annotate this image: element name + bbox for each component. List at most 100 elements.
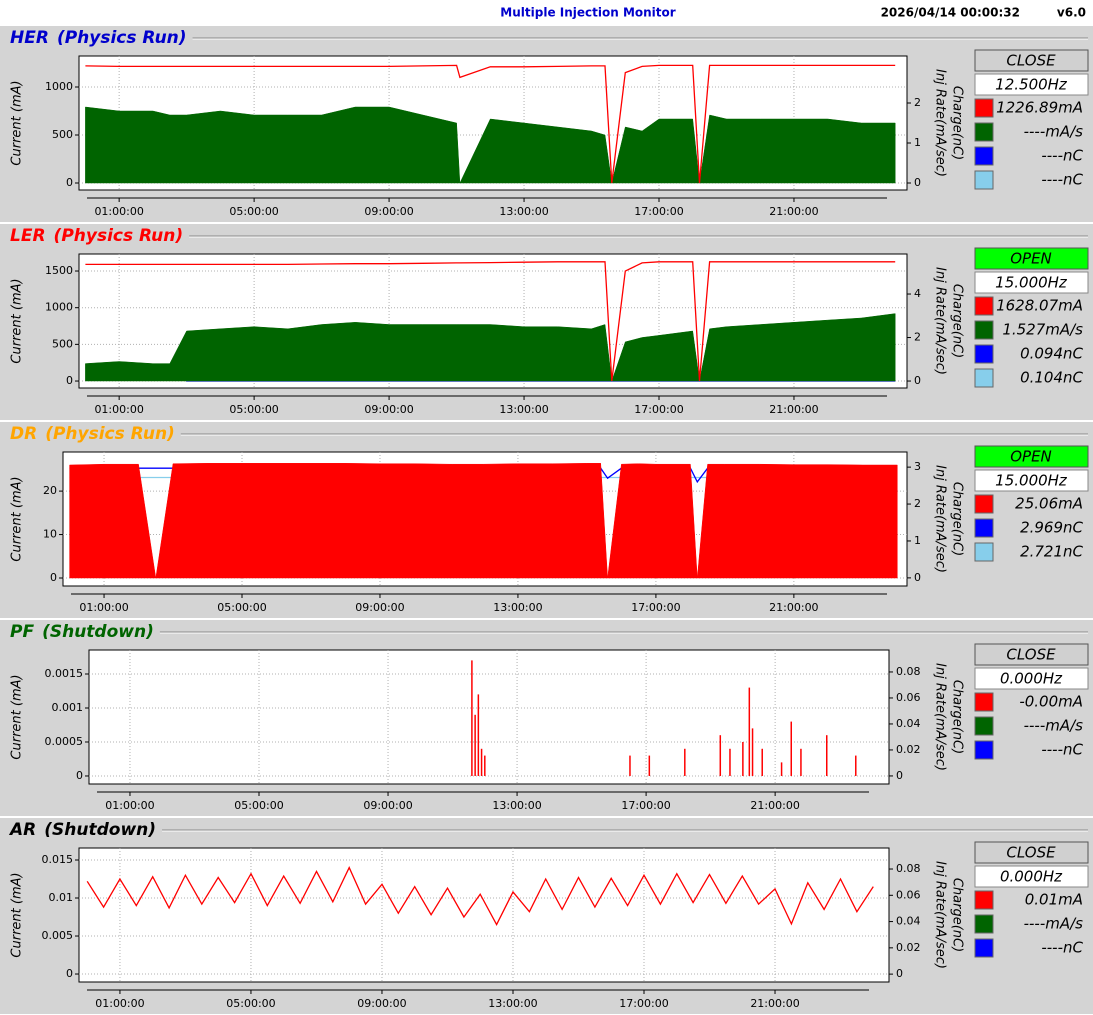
frequency-text: 15.000Hz — [995, 472, 1068, 490]
y2-tick-label: 1 — [914, 534, 921, 547]
legend-swatch — [974, 542, 994, 562]
legend-swatch — [974, 296, 994, 316]
y2-tick-label: 0 — [896, 769, 903, 782]
legend-label: 1.527mA/s — [1002, 321, 1083, 339]
legend-swatch — [974, 914, 994, 934]
legend-swatch — [974, 494, 994, 514]
series-area — [85, 106, 896, 184]
panel-subtitle: (Shutdown) — [42, 622, 154, 642]
x-tick-label: 17:00:00 — [631, 601, 680, 614]
x-tick-label: 13:00:00 — [499, 403, 548, 416]
y-axis-title: Current (mA) — [10, 80, 25, 165]
frequency-box — [974, 73, 1089, 96]
x-tick-label: 09:00:00 — [363, 799, 412, 812]
frequency-text: 15.000Hz — [995, 274, 1068, 292]
status-button[interactable] — [974, 643, 1089, 666]
y2-axis-title: Charge(nC) — [950, 878, 965, 952]
x-tick-label: 17:00:00 — [619, 997, 668, 1010]
panel-title: LER — [10, 226, 46, 246]
x-tick-label: 21:00:00 — [769, 601, 818, 614]
series-area — [85, 313, 896, 382]
y2-axis-title: Inj Rate(mA/sec) — [933, 663, 948, 771]
y2-tick-label: 3 — [914, 460, 921, 473]
header-bar — [0, 0, 1093, 26]
plot-area — [78, 847, 890, 983]
legend-swatch — [974, 344, 994, 364]
x-tick-label: 21:00:00 — [750, 997, 799, 1010]
y-tick-label: 0 — [50, 571, 57, 584]
status-button[interactable] — [974, 445, 1089, 468]
y2-axis-title: Charge(nC) — [950, 482, 965, 556]
status-button[interactable] — [974, 49, 1089, 72]
y-tick-label: 0 — [66, 374, 73, 387]
frequency-box — [974, 865, 1089, 888]
x-tick-label: 01:00:00 — [94, 205, 143, 218]
x-tick-label: 01:00:00 — [105, 799, 154, 812]
y2-axis-title: Inj Rate(mA/sec) — [933, 267, 948, 375]
status-text[interactable]: CLOSE — [1006, 844, 1056, 862]
x-tick-label: 09:00:00 — [357, 997, 406, 1010]
status-text[interactable]: CLOSE — [1006, 646, 1056, 664]
x-tick-label: 13:00:00 — [488, 997, 537, 1010]
y2-tick-label: 0.04 — [896, 915, 921, 928]
y2-tick-label: 2 — [914, 497, 921, 510]
frequency-text: 0.000Hz — [1000, 868, 1063, 886]
x-tick-label: 21:00:00 — [750, 799, 799, 812]
x-tick-label: 17:00:00 — [634, 403, 683, 416]
header-timestamp: 2026/04/14 00:00:32 — [881, 6, 1020, 20]
y-tick-label: 0.01 — [49, 891, 74, 904]
panel-title: DR — [10, 424, 37, 444]
panel-subtitle: (Shutdown) — [44, 820, 156, 840]
legend-swatch — [974, 692, 994, 712]
x-tick-label: 01:00:00 — [94, 403, 143, 416]
y-tick-label: 0 — [66, 967, 73, 980]
legend-label: 25.06mA — [1015, 495, 1083, 513]
y-tick-label: 1500 — [45, 264, 73, 277]
y-tick-label: 20 — [43, 484, 57, 497]
y2-axis-title: Charge(nC) — [950, 86, 965, 160]
frequency-text: 12.500Hz — [995, 76, 1068, 94]
legend-label: 2.721nC — [1020, 543, 1083, 561]
status-text[interactable]: OPEN — [1010, 250, 1052, 268]
legend-swatch — [974, 890, 994, 910]
y2-tick-label: 0.04 — [896, 717, 921, 730]
y2-tick-label: 4 — [914, 287, 921, 300]
y2-axis-title: Inj Rate(mA/sec) — [933, 69, 948, 177]
status-text[interactable]: OPEN — [1010, 448, 1052, 466]
x-tick-label: 21:00:00 — [769, 403, 818, 416]
x-tick-label: 05:00:00 — [229, 403, 278, 416]
y2-axis-title: Charge(nC) — [950, 680, 965, 754]
x-tick-label: 13:00:00 — [499, 205, 548, 218]
status-button[interactable] — [974, 247, 1089, 270]
x-tick-label: 13:00:00 — [493, 601, 542, 614]
x-tick-label: 09:00:00 — [364, 403, 413, 416]
status-button[interactable] — [974, 841, 1089, 864]
x-tick-label: 09:00:00 — [364, 205, 413, 218]
x-tick-label: 05:00:00 — [217, 601, 266, 614]
x-tick-label: 17:00:00 — [621, 799, 670, 812]
y2-axis-title: Inj Rate(mA/sec) — [933, 465, 948, 573]
legend-label: 1226.89mA — [996, 99, 1083, 117]
legend-label: ----nC — [1041, 741, 1083, 759]
legend-swatch — [974, 740, 994, 760]
x-tick-label: 01:00:00 — [79, 601, 128, 614]
legend-swatch — [974, 368, 994, 388]
legend-swatch — [974, 146, 994, 166]
frequency-text: 0.000Hz — [1000, 670, 1063, 688]
legend-label: 0.01mA — [1025, 891, 1083, 909]
y-tick-label: 500 — [52, 337, 73, 350]
status-text[interactable]: CLOSE — [1006, 52, 1056, 70]
y-tick-label: 0 — [66, 176, 73, 189]
x-tick-label: 17:00:00 — [634, 205, 683, 218]
y2-axis-title: Inj Rate(mA/sec) — [933, 861, 948, 969]
header-title: Multiple Injection Monitor — [500, 6, 675, 20]
y-tick-label: 0.0005 — [45, 735, 84, 748]
panel-subtitle: (Physics Run) — [54, 226, 184, 246]
x-tick-label: 21:00:00 — [769, 205, 818, 218]
y-axis-title: Current (mA) — [10, 674, 25, 759]
y-axis-title: Current (mA) — [10, 278, 25, 363]
series-line — [86, 866, 874, 927]
x-tick-label: 05:00:00 — [226, 997, 275, 1010]
y-tick-label: 0.005 — [42, 929, 74, 942]
